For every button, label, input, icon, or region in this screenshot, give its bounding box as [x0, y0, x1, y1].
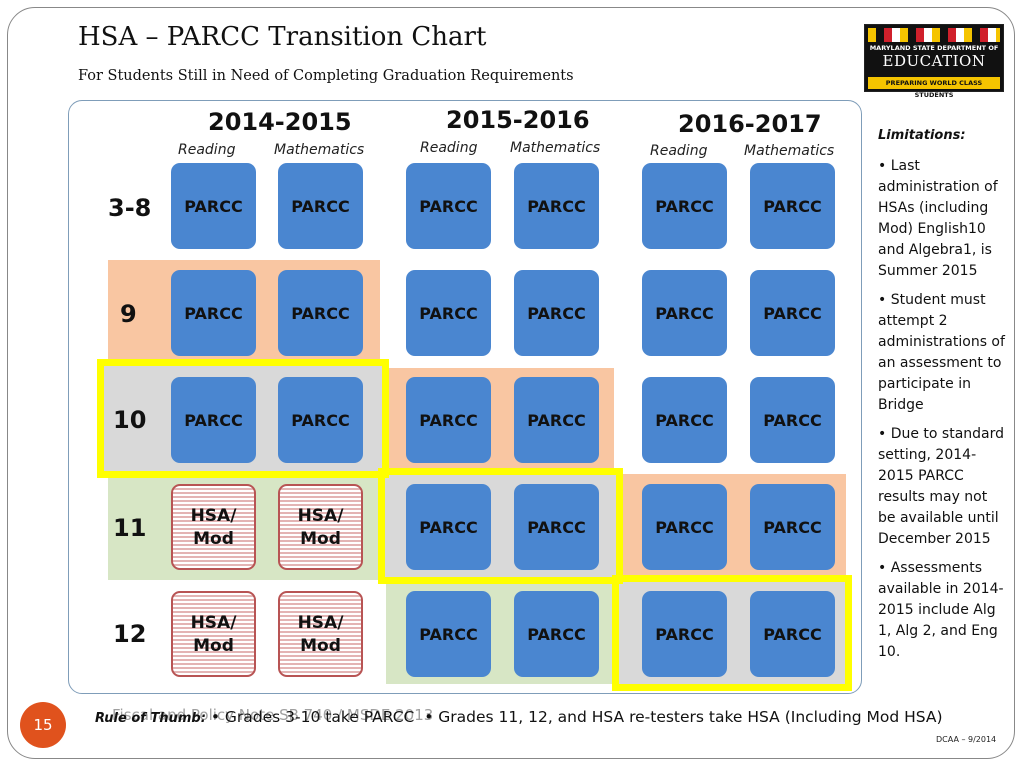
assessment-box: PARCC	[642, 484, 727, 570]
year-header-2014-2015: 2014-2015	[208, 108, 352, 136]
highlight-grade-10-2014	[97, 359, 389, 478]
assessment-box: PARCC	[278, 270, 363, 356]
subject-reading-2014: Reading	[178, 142, 236, 158]
logo-line-2: EDUCATION	[882, 52, 986, 70]
subject-reading-2016: Reading	[650, 143, 708, 159]
assessment-box: PARCC	[406, 163, 491, 249]
assessment-box: PARCC	[642, 591, 727, 677]
limitations-list: • Last administration of HSAs (including…	[878, 156, 1008, 671]
year-header-2015-2016: 2015-2016	[446, 106, 590, 134]
assessment-box: PARCC	[171, 163, 256, 249]
assessment-box: PARCC	[278, 163, 363, 249]
assessment-box: PARCC	[406, 377, 491, 463]
grade-label-12: 12	[113, 620, 147, 648]
grade-label-3-8: 3-8	[108, 194, 152, 222]
assessment-box: PARCC	[278, 377, 363, 463]
assessment-box: PARCC	[642, 377, 727, 463]
ghost-footnote: Fiscal and Policy Note SB 740 / MSDE 201…	[112, 706, 434, 724]
assessment-box: PARCC	[514, 484, 599, 570]
limitations-heading: Limitations:	[878, 128, 966, 143]
limitation-item-1: • Last administration of HSAs (including…	[878, 158, 998, 279]
year-header-2016-2017: 2016-2017	[678, 110, 822, 138]
subject-reading-2015: Reading	[420, 140, 478, 156]
assessment-box: HSA/ Mod	[278, 484, 363, 570]
highlight-grade-12-2016	[612, 575, 852, 691]
highlight-grade-11-2015	[378, 468, 623, 584]
assessment-box: HSA/ Mod	[278, 591, 363, 677]
assessment-box: PARCC	[171, 377, 256, 463]
slide-subtitle: For Students Still in Need of Completing…	[78, 68, 574, 84]
assessment-box: PARCC	[642, 163, 727, 249]
logo-line-3: PREPARING WORLD CLASS STUDENTS	[868, 77, 1000, 99]
assessment-box: PARCC	[514, 377, 599, 463]
footer-code: DCAA – 9/2014	[936, 735, 997, 744]
assessment-box: HSA/ Mod	[171, 591, 256, 677]
assessment-box: PARCC	[750, 377, 835, 463]
limitation-item-4: • Assessments available in 2014-2015 inc…	[878, 560, 1004, 660]
rule-of-thumb-text-1: • Grades 3-10 take PARCC	[210, 708, 415, 726]
assessment-box: PARCC	[642, 270, 727, 356]
msde-logo: MARYLAND STATE DEPARTMENT OF EDUCATION P…	[864, 24, 1004, 99]
limitation-item-2: • Student must attempt 2 administrations…	[878, 292, 1005, 413]
assessment-box: PARCC	[406, 591, 491, 677]
assessment-box: PARCC	[514, 163, 599, 249]
grade-label-10: 10	[113, 406, 147, 434]
rule-of-thumb: Rule of Thumb: • Grades 3-10 take PARCC …	[95, 708, 943, 726]
assessment-box: PARCC	[406, 484, 491, 570]
limitation-item-3: • Due to standard setting, 2014-2015 PAR…	[878, 426, 1005, 547]
assessment-box: PARCC	[514, 270, 599, 356]
grade-label-9: 9	[120, 300, 137, 328]
assessment-box: PARCC	[750, 591, 835, 677]
logo-line-1: MARYLAND STATE DEPARTMENT OF	[869, 44, 999, 52]
rule-of-thumb-text-2: • Grades 11, 12, and HSA re-testers take…	[424, 708, 943, 726]
subject-math-2016: Mathematics	[744, 143, 835, 159]
grade-label-11: 11	[113, 514, 147, 542]
assessment-box: PARCC	[406, 270, 491, 356]
assessment-box: PARCC	[171, 270, 256, 356]
rule-of-thumb-label: Rule of Thumb:	[95, 711, 206, 726]
slide-title: HSA – PARCC Transition Chart	[78, 22, 487, 52]
assessment-box: PARCC	[514, 591, 599, 677]
maryland-flag-icon	[868, 28, 1000, 42]
assessment-box: PARCC	[750, 163, 835, 249]
subject-math-2015: Mathematics	[510, 140, 601, 156]
page-number-badge: 15	[20, 702, 66, 748]
assessment-box: PARCC	[750, 484, 835, 570]
assessment-box: PARCC	[750, 270, 835, 356]
assessment-box: HSA/ Mod	[171, 484, 256, 570]
subject-math-2014: Mathematics	[274, 142, 365, 158]
